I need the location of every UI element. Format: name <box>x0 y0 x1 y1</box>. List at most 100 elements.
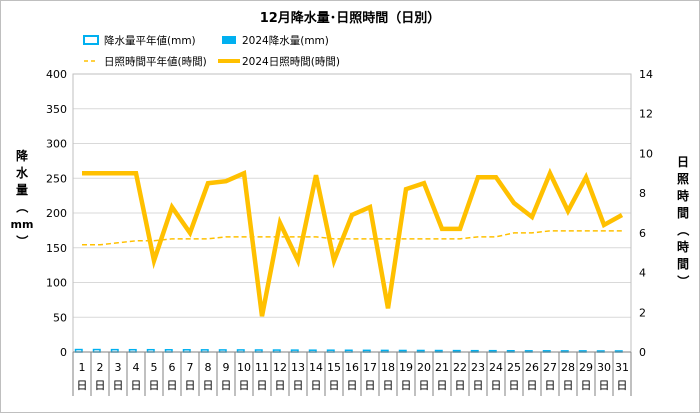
x-tick-suffix: 日 <box>257 379 268 392</box>
legend-label: 日照時間平年値(時間) <box>104 55 207 68</box>
left-tick-label: 150 <box>46 242 67 255</box>
x-tick-label: 4 <box>133 361 140 374</box>
right-axis-label-char: 間 <box>677 206 689 220</box>
right-axis-label-char: 間 <box>677 257 689 271</box>
left-tick-label: 50 <box>53 311 67 324</box>
x-tick-label: 2 <box>97 361 104 374</box>
x-tick-suffix: 日 <box>617 379 628 392</box>
x-tick-label: 18 <box>381 361 395 374</box>
x-tick-label: 12 <box>273 361 287 374</box>
x-tick-label: 17 <box>363 361 377 374</box>
x-tick-suffix: 日 <box>347 379 358 392</box>
x-tick-suffix: 日 <box>563 379 574 392</box>
x-tick-label: 14 <box>309 361 323 374</box>
x-tick-label: 13 <box>291 361 305 374</box>
left-tick-label: 350 <box>46 103 67 116</box>
x-tick-suffix: 日 <box>95 379 106 392</box>
x-tick-label: 9 <box>223 361 230 374</box>
x-tick-suffix: 日 <box>599 379 610 392</box>
x-tick-label: 8 <box>205 361 212 374</box>
x-tick-suffix: 日 <box>473 379 484 392</box>
x-tick-suffix: 日 <box>545 379 556 392</box>
x-tick-suffix: 日 <box>149 379 160 392</box>
axes: 050100150200250300350400024681012141日2日3… <box>11 68 691 396</box>
x-tick-label: 24 <box>489 361 503 374</box>
chart-title: 12月降水量･日照時間（日別） <box>260 10 441 26</box>
right-tick-label: 8 <box>639 187 646 200</box>
x-tick-suffix: 日 <box>437 379 448 392</box>
x-tick-suffix: 日 <box>527 379 538 392</box>
left-tick-label: 250 <box>46 172 67 185</box>
x-tick-label: 20 <box>417 361 431 374</box>
x-tick-label: 28 <box>561 361 575 374</box>
left-tick-label: 100 <box>46 277 67 290</box>
right-tick-label: 2 <box>639 306 646 319</box>
left-tick-label: 200 <box>46 207 67 220</box>
sunshine-2024-line <box>82 167 624 317</box>
right-tick-label: 10 <box>639 147 653 160</box>
sunshine-normal-line <box>82 230 622 246</box>
right-tick-label: 0 <box>639 346 646 359</box>
x-tick-suffix: 日 <box>167 379 178 392</box>
x-tick-label: 10 <box>237 361 251 374</box>
x-tick-label: 15 <box>327 361 341 374</box>
x-tick-suffix: 日 <box>581 379 592 392</box>
x-tick-suffix: 日 <box>113 379 124 392</box>
right-axis-label-char: ） <box>676 275 691 287</box>
x-tick-suffix: 日 <box>329 379 340 392</box>
right-tick-label: 4 <box>639 267 646 280</box>
right-tick-label: 14 <box>639 68 653 81</box>
right-tick-label: 6 <box>639 227 646 240</box>
legend-label: 2024日照時間(時間) <box>242 56 340 68</box>
right-axis-label-char: 時 <box>677 239 689 254</box>
right-axis-label-char: 日 <box>677 155 689 169</box>
x-tick-label: 1 <box>79 361 86 374</box>
x-tick-suffix: 日 <box>401 379 412 392</box>
x-tick-label: 7 <box>187 361 194 374</box>
right-axis-label-char: 時 <box>677 188 689 203</box>
x-tick-label: 6 <box>169 361 176 374</box>
x-tick-label: 23 <box>471 361 485 374</box>
x-tick-suffix: 日 <box>419 379 430 392</box>
right-axis-label-char: （ <box>676 224 691 236</box>
x-tick-suffix: 日 <box>311 379 322 392</box>
x-tick-suffix: 日 <box>131 379 142 392</box>
x-tick-suffix: 日 <box>491 379 502 392</box>
legend: 降水量平年値(mm) 2024降水量(mm) 日照時間平年値(時間) 2024日照時間… <box>83 34 340 68</box>
x-tick-suffix: 日 <box>239 379 250 392</box>
left-axis-label-char: mm <box>11 218 34 231</box>
legend-label: 2024降水量(mm) <box>242 34 329 47</box>
x-tick-label: 22 <box>453 361 467 374</box>
left-axis-label-char: ） <box>15 235 30 247</box>
x-tick-label: 31 <box>615 361 629 374</box>
legend-swatch-precip-2024 <box>222 36 236 44</box>
left-axis-label-char: 量 <box>16 183 28 197</box>
x-tick-suffix: 日 <box>185 379 196 392</box>
x-tick-suffix: 日 <box>275 379 286 392</box>
x-tick-suffix: 日 <box>293 379 304 392</box>
x-tick-label: 11 <box>255 361 269 374</box>
left-axis-label-char: （ <box>15 201 30 213</box>
x-tick-suffix: 日 <box>455 379 466 392</box>
left-axis-label-char: 降 <box>16 148 29 163</box>
x-tick-label: 21 <box>435 361 449 374</box>
right-axis-label-char: 照 <box>677 171 689 186</box>
x-tick-label: 30 <box>597 361 611 374</box>
sunshine-lines <box>82 167 624 317</box>
x-tick-suffix: 日 <box>365 379 376 392</box>
x-tick-suffix: 日 <box>509 379 520 392</box>
x-tick-label: 26 <box>525 361 539 374</box>
x-tick-label: 3 <box>115 361 122 374</box>
left-tick-label: 400 <box>46 68 67 81</box>
left-tick-label: 0 <box>60 346 67 359</box>
x-tick-label: 29 <box>579 361 593 374</box>
legend-swatch-precip-normal <box>83 35 99 45</box>
x-tick-suffix: 日 <box>77 379 88 392</box>
legend-label: 降水量平年値(mm) <box>104 34 196 47</box>
x-tick-suffix: 日 <box>203 379 214 392</box>
left-axis-label-char: 水 <box>16 165 29 180</box>
x-tick-label: 16 <box>345 361 359 374</box>
x-tick-suffix: 日 <box>383 379 394 392</box>
x-tick-label: 25 <box>507 361 521 374</box>
